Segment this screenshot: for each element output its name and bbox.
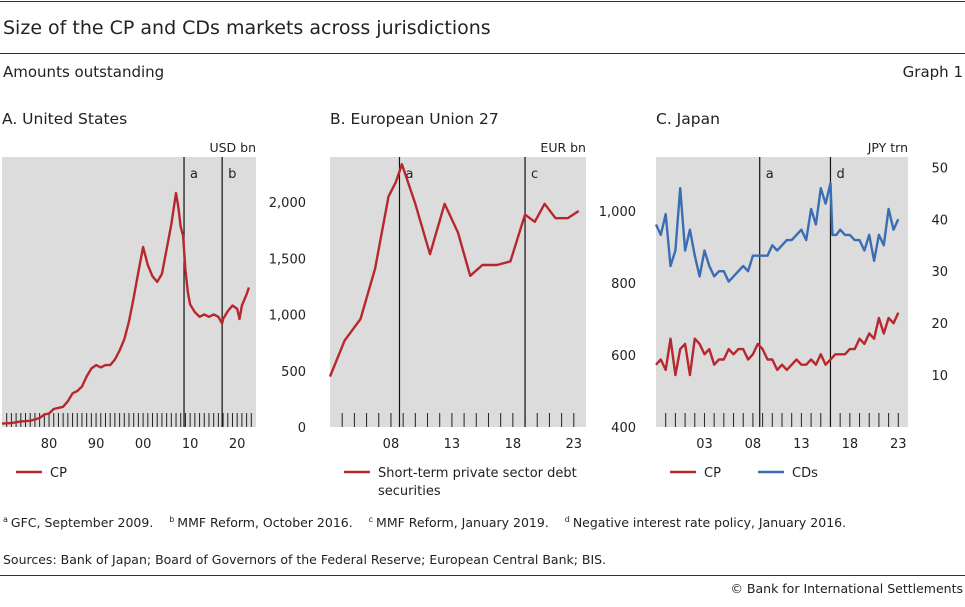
y-tick-label: 2,000 [269,196,306,211]
y-tick-label: 600 [611,349,636,364]
graph-number: Graph 1 [902,63,963,81]
y-tick-label: 20 [931,317,948,332]
y-tick-label: 800 [611,277,636,292]
legend-label: Short-term private sector debt [378,466,577,481]
legend-label: CDs [792,466,818,481]
y-tick-label: 1,500 [269,252,306,267]
x-tick-label: 13 [793,437,810,452]
y-tick-label: 500 [281,365,306,380]
x-tick-label: 80 [41,437,58,452]
footnote-text: GFC, September 2009. [10,515,154,530]
panel-title: B. European Union 27 [330,110,499,128]
y-tick-label: 40 [931,213,948,228]
plot-background [2,157,256,427]
footnote-mark: c [368,515,374,524]
series-line [1,191,251,425]
footnote-mark: a [3,515,8,524]
y-tick-label: 400 [611,421,636,436]
legend-label: securities [378,484,441,499]
x-tick-label: 03 [696,437,713,452]
bottom-rule [0,575,965,576]
footnote-text: MMF Reform, October 2016. [177,515,353,530]
x-tick-label: 13 [444,437,461,452]
panel-title: A. United States [2,110,127,128]
y-tick-label: 50 [931,161,948,176]
y-tick-label: 0 [298,421,306,436]
footnotes: a GFC, September 2009. b MMF Reform, Octob… [3,515,846,530]
panel-title: C. Japan [656,110,720,128]
copyright: © Bank for International Settlements [730,581,963,596]
y-tick-label: 1,000 [269,309,306,324]
event-label: d [836,167,844,182]
x-tick-label: 23 [566,437,583,452]
unit-label: EUR bn [540,140,586,155]
event-label: b [228,167,236,182]
y-tick-label: 1,000 [599,205,636,220]
footnote-text: MMF Reform, January 2019. [376,515,549,530]
y-tick-label: 10 [931,369,948,384]
series-line [654,181,900,283]
unit-label: USD bn [209,140,256,155]
event-label: a [190,167,198,182]
chart-subtitle: Amounts outstanding [3,63,165,81]
x-tick-label: 90 [88,437,105,452]
plot-background [656,157,908,427]
legend-label: CP [50,466,67,481]
series-line [655,312,900,377]
footnote-mark: d [564,515,570,524]
series-line [328,162,580,378]
x-tick-label: 10 [182,437,199,452]
y-tick-label: 30 [931,265,948,280]
x-tick-label: 23 [890,437,907,452]
legend-label: CP [704,466,721,481]
x-tick-label: 00 [135,437,152,452]
top-rule [0,1,965,2]
x-tick-label: 08 [745,437,762,452]
chart-title: Size of the CP and CDs markets across ju… [3,17,491,39]
x-tick-label: 08 [383,437,400,452]
plot-background [330,157,586,427]
footnote-mark: b [169,515,175,524]
x-tick-label: 18 [842,437,859,452]
charts-area: A. United States USD bn 80 90 00 10 20 0 500 1,00… [1,110,948,499]
event-label: a [405,167,413,182]
x-tick-label: 20 [229,437,246,452]
event-label: a [766,167,774,182]
sources: Sources: Bank of Japan; Board of Governo… [3,552,607,567]
footnote-text: Negative interest rate policy, January 2… [572,515,847,530]
title-rule [0,53,965,54]
event-label: c [531,167,538,182]
unit-label: JPY trn [867,140,908,155]
x-tick-label: 18 [505,437,522,452]
